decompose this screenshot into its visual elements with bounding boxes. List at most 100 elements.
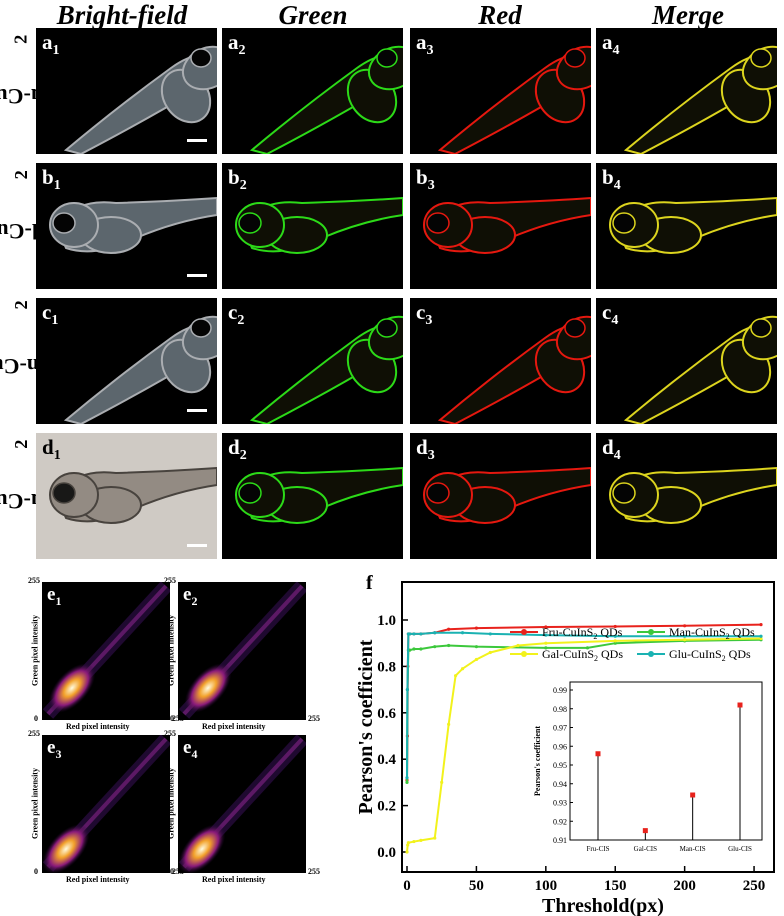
series-point-0	[474, 626, 479, 630]
series-point-2	[683, 638, 687, 642]
x-tick-label: 250	[743, 878, 766, 894]
scatter-x-max: 255	[308, 714, 320, 723]
panel-d3: d3	[410, 433, 591, 559]
panel-d1: d1	[36, 433, 217, 559]
series-point-0	[759, 623, 763, 627]
larva-image	[49, 196, 217, 254]
scatter-origin: 0	[170, 867, 174, 876]
y-tick-label: 0.4	[377, 752, 396, 768]
series-point-1	[447, 643, 451, 648]
scale-bar	[187, 139, 207, 142]
panel-label: d3	[416, 435, 435, 464]
scatter-origin: 0	[170, 714, 174, 723]
series-point-0	[447, 627, 451, 631]
scatter-density	[178, 735, 306, 873]
legend-entry: Fru-CuInS2 QDs	[542, 625, 623, 641]
scatter-density	[178, 582, 306, 719]
inset-y-tick-label: 0.94	[553, 780, 567, 789]
series-point-3	[683, 634, 687, 638]
pearson-line-chart: 0 50 100 150 200 250 0.0 0.2 0.4 0.6 0.8 1.0 Thresho…	[355, 581, 775, 916]
row-label-glu: Glu-CuInS2	[0, 439, 67, 514]
series-point-2	[488, 650, 492, 655]
column-header-green: Green	[278, 0, 348, 30]
inset-y-tick-label: 0.99	[553, 686, 567, 695]
legend-entry: Man-CuInS2 QDs	[669, 625, 755, 641]
larva-image	[249, 315, 403, 424]
series-point-2	[544, 641, 548, 645]
panel-label: c2	[228, 300, 245, 329]
scatter-e4: e4	[178, 735, 306, 873]
series-point-2	[433, 836, 437, 840]
scatter-xlabel: Red pixel intensity	[202, 722, 266, 731]
x-tick-label: 50	[469, 878, 484, 894]
series-point-2	[406, 841, 410, 845]
x-tick-label: 100	[535, 878, 558, 894]
scale-bar	[187, 409, 207, 412]
series-point-2	[405, 850, 409, 854]
panel-c1: c1	[36, 298, 217, 424]
series-point-1	[412, 647, 416, 651]
series-point-1	[613, 641, 617, 645]
series-point-3	[419, 632, 423, 636]
y-tick-label: 0.0	[377, 845, 396, 861]
series-point-2	[440, 780, 444, 784]
panel-b3: b3	[410, 163, 591, 289]
panel-a1: a1	[36, 28, 217, 154]
column-header-red: Red	[478, 0, 522, 30]
panel-c4: c4	[596, 298, 777, 424]
inset-point	[642, 828, 648, 834]
legend-entry: Gal-CuInS2 QDs	[542, 647, 623, 663]
series-point-3	[613, 634, 617, 638]
panel-label-f: f	[366, 572, 373, 594]
scale-bar	[187, 544, 207, 547]
series-point-1	[474, 645, 479, 649]
scatter-xlabel: Red pixel intensity	[66, 875, 130, 884]
series-point-3	[405, 688, 410, 692]
inset-y-tick-label: 0.96	[553, 742, 567, 751]
panel-a4: a4	[596, 28, 777, 154]
series-point-2	[460, 667, 465, 671]
panel-b4: b4	[596, 163, 777, 289]
scatter-x-max: 255	[308, 867, 320, 876]
inset-category-label: Gal-CIS	[634, 845, 657, 853]
panel-label: c3	[416, 300, 433, 329]
series-point-2	[759, 636, 763, 641]
series-point-3	[759, 634, 763, 638]
larva-image	[623, 315, 777, 424]
series-point-1	[585, 646, 590, 650]
scatter-ylabel: Green pixel intensity	[166, 615, 176, 686]
larva-image	[609, 466, 777, 524]
larva-image	[249, 45, 403, 154]
larva-image	[609, 196, 777, 254]
panel-b2: b2	[222, 163, 403, 289]
inset-frame	[569, 681, 763, 841]
x-tick-label: 150	[604, 878, 627, 894]
inset-y-tick-label: 0.97	[553, 724, 567, 733]
scatter-y-max: 255	[28, 576, 40, 585]
inset-category-label: Glu-CIS	[728, 845, 752, 853]
series-point-2	[516, 643, 520, 648]
legend-entry: Glu-CuInS2 QDs	[669, 647, 751, 663]
larva-image	[437, 45, 591, 154]
series-point-1	[433, 645, 437, 649]
series-point-0	[683, 624, 687, 628]
y-tick-label: 0.8	[377, 659, 396, 675]
scale-bar	[187, 274, 207, 277]
legend-marker	[648, 651, 654, 657]
series-point-3	[488, 632, 492, 636]
panel-c3: c3	[410, 298, 591, 424]
panel-d4: d4	[596, 433, 777, 559]
larva-image	[235, 196, 403, 254]
row-label-man: Man-CuInS2	[0, 300, 71, 378]
inset-y-tick-label: 0.98	[553, 705, 567, 714]
x-tick-label: 200	[673, 878, 696, 894]
inset-point	[737, 702, 743, 708]
larva-image	[63, 45, 217, 154]
series-point-1	[419, 647, 423, 651]
panel-label: d4	[602, 435, 621, 464]
series-point-0	[613, 624, 617, 629]
series-point-2	[453, 674, 458, 678]
inset-category-label: Fru-CIS	[587, 845, 610, 853]
series-point-3	[405, 776, 409, 780]
inset-y-tick-label: 0.95	[553, 761, 567, 770]
